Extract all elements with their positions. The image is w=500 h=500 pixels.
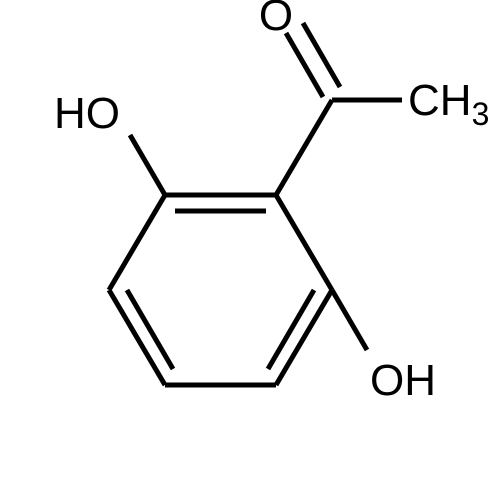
atom-o5: HO (54, 89, 120, 138)
atom-o2: OH (370, 356, 436, 405)
molecule-diagram: O CH3 OH HO (0, 0, 500, 500)
bond-r1-o5 (130, 135, 165, 195)
atom-c9: CH3 (408, 76, 489, 132)
bond-r6-r1 (109, 195, 165, 290)
bond-r3-o2 (332, 290, 367, 350)
atom-o8: O (259, 0, 293, 40)
bond-c7-o8-a (286, 33, 323, 97)
bond-c7-o8-b (303, 23, 340, 87)
bond-r2-r3 (276, 195, 332, 290)
bond-r2-c7 (276, 100, 332, 195)
